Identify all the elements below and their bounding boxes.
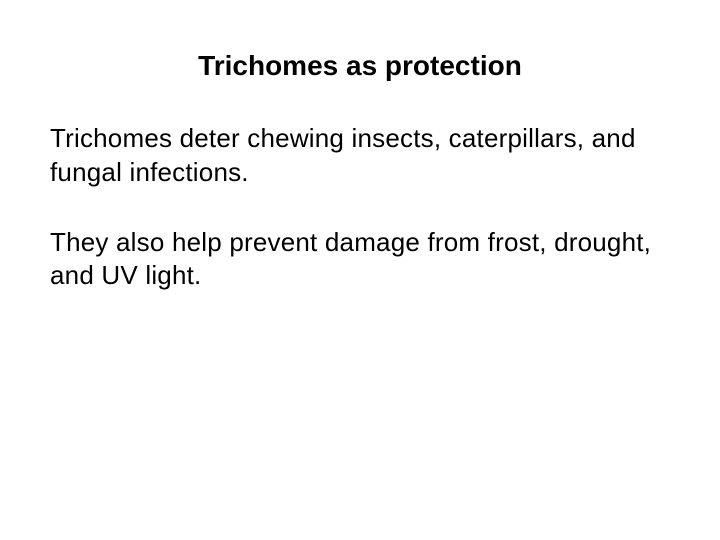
paragraph-1: Trichomes deter chewing insects, caterpi… (50, 122, 670, 190)
slide-content: Trichomes as protection Trichomes deter … (0, 0, 720, 540)
paragraph-2: They also help prevent damage from frost… (50, 226, 670, 294)
slide-title: Trichomes as protection (110, 50, 610, 82)
